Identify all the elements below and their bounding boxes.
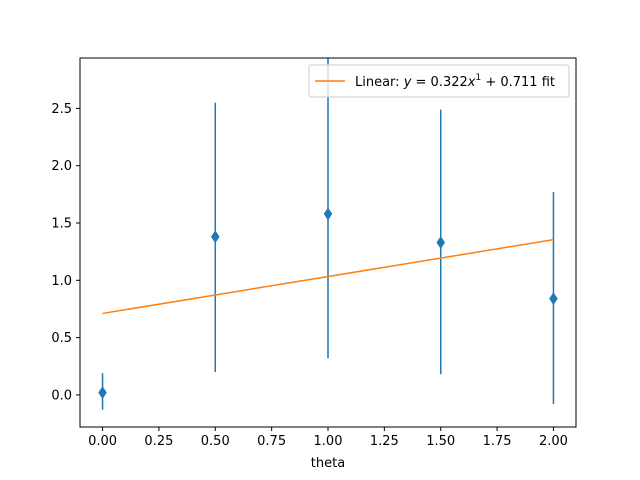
x-tick-label: 0.75 bbox=[257, 434, 286, 449]
plot-area bbox=[98, 58, 558, 410]
x-axis-label: theta bbox=[311, 456, 345, 471]
legend-eq-mid: = 0.322 bbox=[411, 75, 467, 90]
legend-prefix: Linear: bbox=[355, 75, 404, 90]
x-tick-label: 0.00 bbox=[88, 434, 117, 449]
legend-eq-tail: + 0.711 bbox=[481, 75, 537, 90]
y-tick-label: 1.5 bbox=[51, 217, 72, 232]
data-point bbox=[436, 236, 446, 249]
x-axis-ticks: 0.00 0.25 0.50 0.75 1.00 1.25 1.50 1.75 2.00 bbox=[88, 427, 568, 449]
series-layer bbox=[98, 58, 558, 410]
x-tick-label: 2.00 bbox=[539, 434, 568, 449]
legend: Linear: y = 0.322x1 + 0.711 fit bbox=[308, 64, 570, 98]
data-point bbox=[549, 292, 558, 306]
data-point bbox=[210, 230, 220, 244]
legend-eq-y: y bbox=[403, 75, 412, 90]
x-tick-label: 0.25 bbox=[144, 434, 173, 449]
data-point bbox=[98, 386, 107, 400]
fit-line bbox=[102, 238, 554, 315]
x-tick-label: 1.00 bbox=[314, 434, 343, 449]
legend-suffix: fit bbox=[538, 75, 555, 90]
legend-box bbox=[308, 64, 570, 98]
x-tick-label: 0.50 bbox=[201, 434, 230, 449]
y-tick-label: 2.0 bbox=[51, 159, 72, 174]
legend-eq-x: x bbox=[467, 75, 476, 90]
legend-label: Linear: y = 0.322x1 + 0.711 fit bbox=[355, 73, 555, 90]
x-tick-label: 1.75 bbox=[483, 434, 512, 449]
x-tick-label: 1.50 bbox=[426, 434, 455, 449]
legend-eq-sup: 1 bbox=[475, 73, 481, 83]
y-tick-label: 2.5 bbox=[51, 102, 72, 117]
x-tick-label: 1.25 bbox=[370, 434, 399, 449]
y-tick-label: 1.0 bbox=[51, 274, 72, 289]
data-point bbox=[323, 207, 333, 221]
y-axis-ticks: 0.0 0.5 1.0 1.5 2.0 2.5 bbox=[51, 102, 80, 403]
y-tick-label: 0.0 bbox=[51, 388, 72, 403]
y-tick-label: 0.5 bbox=[51, 331, 72, 346]
